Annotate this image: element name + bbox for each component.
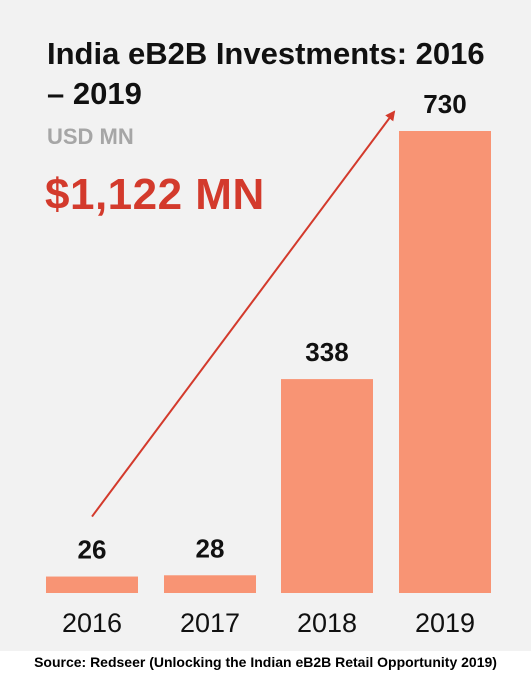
x-tick-2017: 2017 [180, 608, 240, 638]
bar-2017 [164, 575, 256, 593]
x-tick-2019: 2019 [415, 608, 475, 638]
data-label-2017: 28 [196, 533, 225, 563]
bar-2016 [46, 576, 138, 593]
chart-title: India eB2B Investments: 2016 – 2019 [47, 36, 485, 111]
x-tick-2018: 2018 [297, 608, 357, 638]
data-label-2016: 26 [78, 535, 107, 565]
bar-chart: 26 2016 28 2017 338 2018 730 2019 [46, 89, 491, 638]
unit-label: USD MN [47, 124, 134, 149]
total-investment: $1,122 MN [45, 170, 265, 219]
bar-2018 [281, 379, 373, 593]
source-note: Source: Redseer (Unlocking the Indian eB… [34, 654, 497, 670]
bar-2019 [399, 131, 491, 593]
trend-arrow [91, 110, 396, 518]
data-label-2019: 730 [423, 89, 466, 119]
data-label-2018: 338 [305, 337, 348, 367]
x-tick-2016: 2016 [62, 608, 122, 638]
